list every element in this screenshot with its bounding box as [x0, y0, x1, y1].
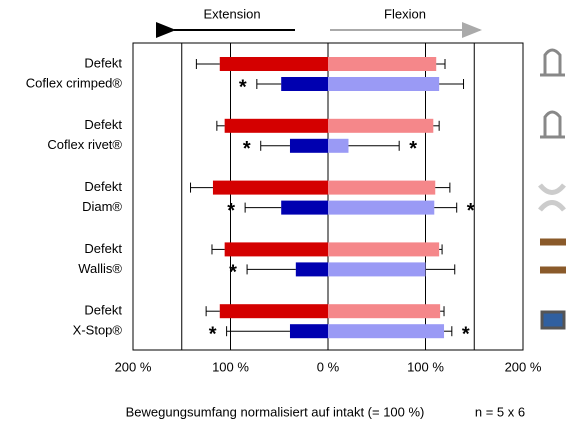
significance-star: * — [229, 262, 237, 284]
bar — [290, 139, 328, 153]
y-tick-label: Coflex rivet® — [47, 137, 122, 152]
note: n = 5 x 6 — [475, 404, 525, 419]
y-tick-label: Coflex crimped® — [26, 75, 123, 90]
icon-diam — [540, 185, 564, 210]
y-tick-label: Defekt — [84, 303, 122, 318]
icon-coflex — [540, 112, 565, 137]
significance-star: * — [409, 138, 417, 160]
bar — [281, 201, 328, 215]
icon-coflex — [540, 50, 565, 75]
icon-wallis — [540, 242, 566, 270]
bar — [296, 262, 328, 276]
bar — [328, 324, 444, 338]
significance-star: * — [239, 76, 247, 98]
implant-icons — [540, 50, 566, 328]
icon-xstop — [542, 312, 564, 328]
y-tick-label: Defekt — [84, 117, 122, 132]
y-tick-label: Diam® — [82, 199, 122, 214]
bar — [328, 262, 426, 276]
x-tick-label: 200 % — [115, 359, 152, 374]
bar — [328, 119, 433, 133]
direction-label: Flexion — [384, 6, 426, 21]
significance-star: * — [243, 138, 251, 160]
bar — [328, 57, 436, 71]
x-tick-label: 100 % — [407, 359, 444, 374]
y-tick-label: Wallis® — [78, 261, 122, 276]
y-tick-label: X-Stop® — [73, 323, 123, 338]
bar — [328, 139, 348, 153]
chart: Extension Flexion Bewegungsumfang normal… — [0, 0, 572, 425]
bar — [328, 181, 435, 195]
significance-star: * — [467, 200, 475, 222]
x-axis-label: Bewegungsumfang normalisiert auf intakt … — [126, 404, 425, 419]
bar — [328, 304, 440, 318]
y-tick-label: Defekt — [84, 241, 122, 256]
direction-label: Extension — [203, 6, 260, 21]
bar — [328, 242, 439, 256]
significance-star: * — [209, 323, 217, 345]
bar — [225, 242, 328, 256]
x-tick-label: 0 % — [317, 359, 340, 374]
bar — [225, 119, 328, 133]
y-tick-label: Defekt — [84, 55, 122, 70]
bar — [220, 304, 328, 318]
bar — [281, 77, 328, 91]
bar — [290, 324, 328, 338]
x-tick-label: 100 % — [212, 359, 249, 374]
y-tick-label: Defekt — [84, 179, 122, 194]
significance-star: * — [462, 323, 470, 345]
bar — [220, 57, 328, 71]
bar — [328, 77, 439, 91]
x-tick-label: 200 % — [505, 359, 542, 374]
bar — [328, 201, 434, 215]
significance-star: * — [227, 200, 235, 222]
bar — [213, 181, 328, 195]
